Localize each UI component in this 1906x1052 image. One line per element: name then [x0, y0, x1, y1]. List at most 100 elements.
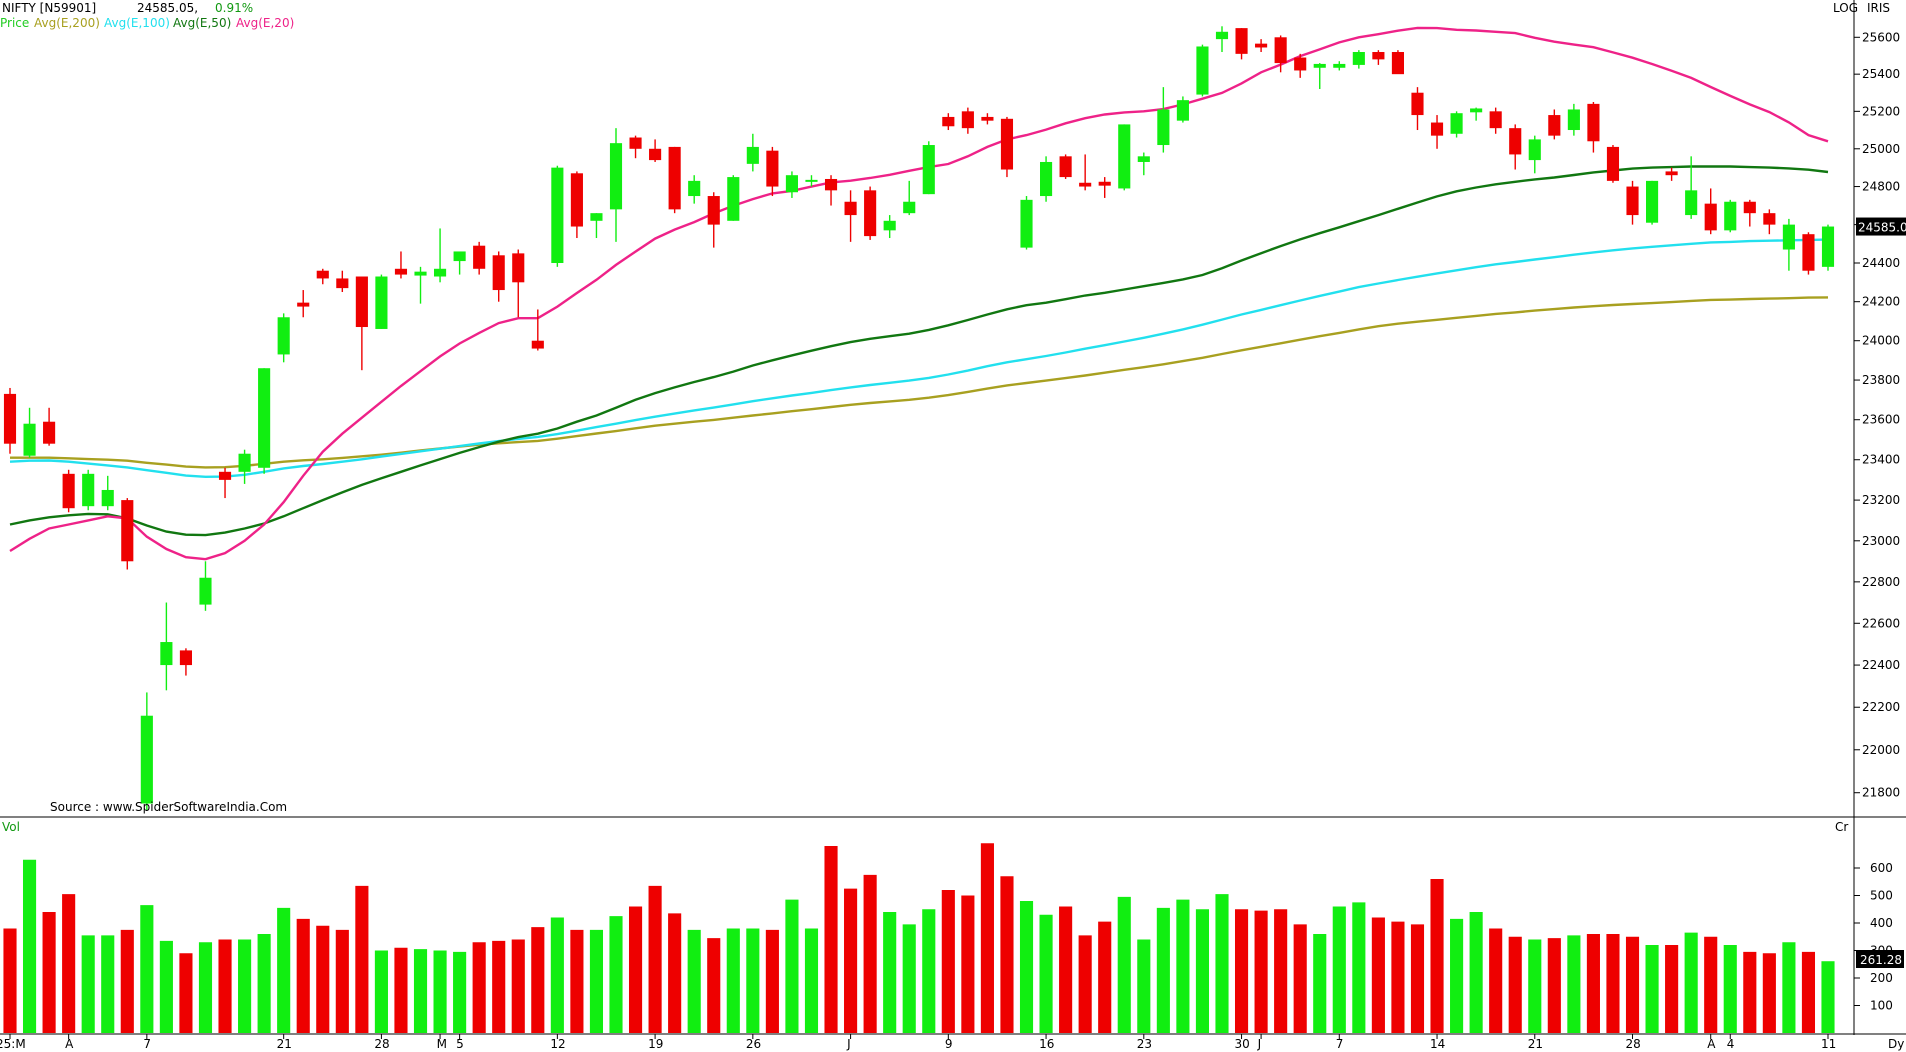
volume-bar — [101, 935, 115, 1033]
candle-body — [1215, 31, 1229, 40]
price-tick-label: 25600 — [1862, 30, 1900, 44]
volume-bar — [765, 929, 779, 1033]
price-tick-label: 22000 — [1862, 743, 1900, 757]
volume-bar — [257, 934, 271, 1033]
volume-bar — [413, 949, 428, 1033]
candle-body — [1743, 201, 1756, 214]
price-marker-box — [1856, 217, 1906, 236]
legend: Price Avg(E,200) Avg(E,100) Avg(E,50) Av… — [0, 16, 294, 30]
volume-bar — [1508, 936, 1522, 1033]
volume-bar — [1410, 924, 1425, 1033]
volume-bar — [394, 947, 408, 1033]
candle-body — [1079, 182, 1092, 187]
volume-bar — [531, 927, 545, 1033]
candle-body — [43, 421, 56, 444]
time-tick-label: 26 — [746, 1037, 761, 1051]
volume-bar — [1782, 942, 1796, 1033]
volume-bar — [1489, 928, 1503, 1033]
volume-bar — [648, 885, 662, 1033]
scale-mode-label[interactable]: LOG — [1833, 1, 1858, 15]
volume-bar — [277, 907, 291, 1033]
candle-body — [375, 276, 388, 329]
candle-body — [1450, 113, 1463, 134]
time-tick-label: 30 — [1235, 1037, 1250, 1051]
period-label[interactable]: Dy — [1888, 1037, 1904, 1051]
volume-bar — [1215, 894, 1229, 1033]
price-tick-label: 22200 — [1862, 700, 1900, 714]
volume-bar — [22, 859, 37, 1033]
volume-bar — [1352, 902, 1366, 1033]
ema-line — [9, 26, 1829, 561]
volume-bar — [1704, 936, 1718, 1033]
candle-body — [218, 471, 232, 480]
volume-bar — [1039, 914, 1053, 1033]
volume-axis: 100200300400500600 — [1854, 861, 1893, 1013]
candle-body — [1606, 146, 1620, 181]
candle-body — [1782, 224, 1795, 250]
volume-bar — [335, 929, 349, 1033]
candle-body — [140, 715, 153, 804]
candle-body — [961, 111, 974, 129]
time-tick-label: 7 — [1336, 1037, 1344, 1051]
volume-bar — [3, 928, 17, 1033]
header-symbol: NIFTY [N59901] — [2, 1, 96, 15]
volume-bar — [1762, 953, 1776, 1033]
candle-body — [1821, 226, 1835, 267]
volume-bar — [198, 942, 213, 1033]
time-tick-label: 19 — [648, 1037, 663, 1051]
candles — [3, 26, 1835, 810]
volume-marker-text: 261.28 — [1860, 953, 1902, 967]
candle-body — [824, 178, 838, 191]
candle-body — [1098, 181, 1111, 186]
candle-body — [492, 255, 505, 291]
volume-marker: 261.28 — [1856, 950, 1904, 968]
candle-body — [3, 393, 17, 444]
candle-body — [1411, 92, 1424, 116]
volume-bar — [1234, 909, 1249, 1033]
volume-bar — [1606, 934, 1620, 1033]
header-change-pct: 0.91% — [215, 1, 253, 15]
time-tick-label: 9 — [945, 1037, 953, 1051]
volume-bar — [1098, 921, 1112, 1033]
legend-price: Price — [0, 16, 29, 30]
candle-body — [394, 268, 408, 275]
candle-body — [844, 201, 857, 216]
time-tick-label: 28 — [1626, 1037, 1641, 1051]
volume-bar — [179, 953, 193, 1033]
time-tick-label: 14 — [1430, 1037, 1445, 1051]
volume-bar — [140, 905, 154, 1033]
candle-body — [981, 116, 994, 121]
source-text: Source : www.SpiderSoftwareIndia.Com — [50, 800, 287, 814]
time-tick-label: M — [437, 1037, 447, 1051]
time-tick-label: 4 — [1727, 1037, 1735, 1051]
volume-bar — [1743, 951, 1757, 1033]
volume-bar — [1371, 917, 1385, 1033]
volume-tick-label: 500 — [1870, 889, 1893, 903]
volume-bar — [922, 909, 936, 1033]
volume-bar — [1547, 938, 1561, 1033]
volume-bar — [81, 935, 95, 1033]
price-tick-label: 23600 — [1862, 413, 1900, 427]
volume-bar — [804, 928, 819, 1033]
volume-bar — [453, 951, 467, 1033]
volume-bar — [707, 938, 721, 1033]
price-tick-label: 23000 — [1862, 534, 1900, 548]
price-tick-label: 24800 — [1862, 180, 1900, 194]
candle-body — [903, 201, 916, 214]
time-tick-label: 28 — [374, 1037, 389, 1051]
candle-body — [1665, 171, 1678, 176]
candle-body — [1294, 57, 1307, 71]
volume-bar — [550, 917, 564, 1033]
volume-tick-label: 200 — [1870, 971, 1893, 985]
volume-bar — [1645, 945, 1659, 1033]
candle-body — [570, 173, 583, 227]
time-tick-label: 11 — [1821, 1037, 1836, 1051]
candle-body — [609, 143, 623, 210]
volume-tick-label: 400 — [1870, 916, 1893, 930]
legend-ema200: Avg(E,200) — [34, 16, 100, 30]
volume-bar — [1625, 936, 1640, 1033]
time-tick-label: A — [1707, 1037, 1716, 1051]
volume-bar — [883, 912, 897, 1033]
price-tick-label: 24400 — [1862, 256, 1900, 270]
